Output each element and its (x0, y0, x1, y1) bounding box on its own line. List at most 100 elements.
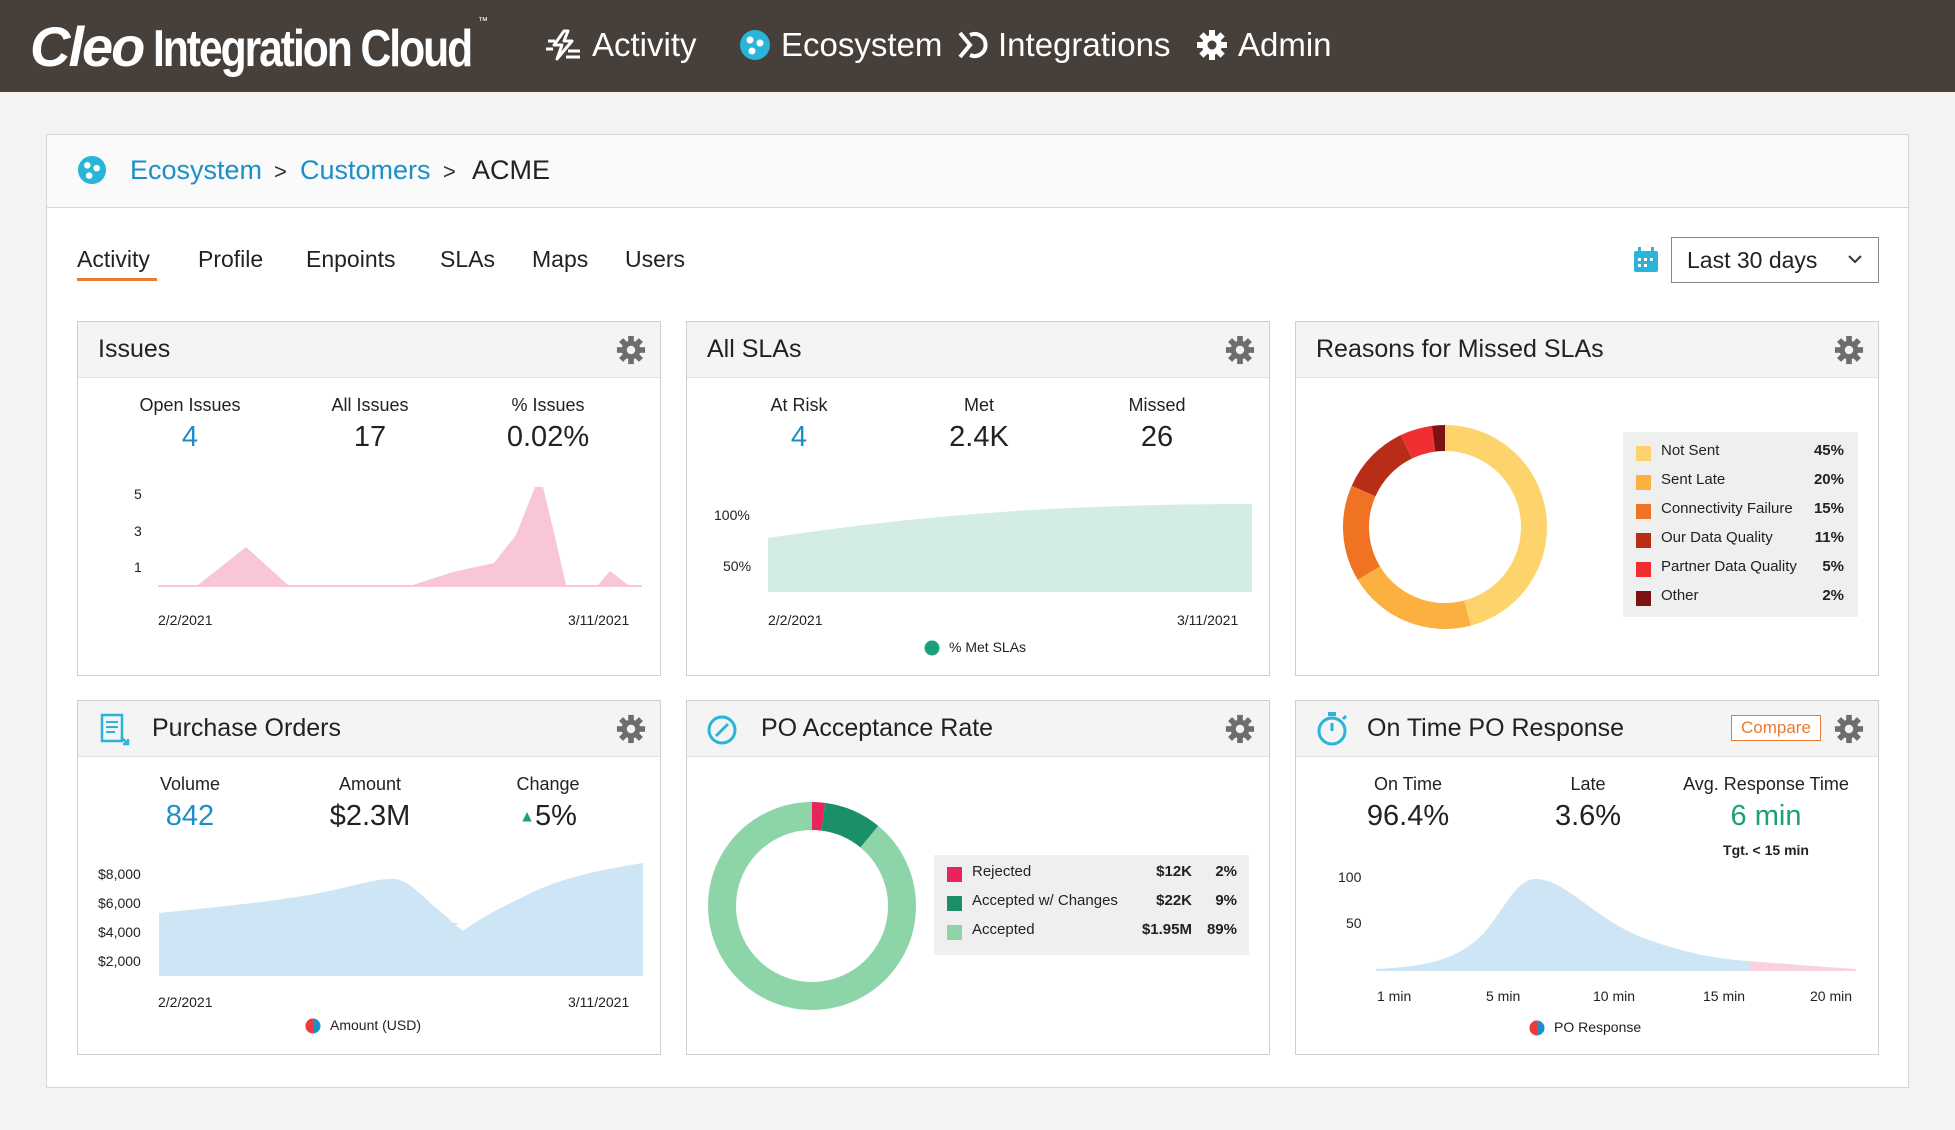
y-tick: $2,000 (98, 953, 141, 969)
gear-icon (1197, 30, 1227, 60)
legend-amount: $1.95M (1141, 921, 1192, 938)
tab-slas[interactable]: SLAs (440, 246, 495, 272)
legend-percent: 15% (1813, 500, 1844, 517)
tab-maps[interactable]: Maps (532, 246, 589, 272)
nav-item-integrations[interactable]: Integrations (956, 20, 1170, 70)
gear-icon[interactable] (1225, 714, 1255, 744)
legend-swatch (947, 925, 962, 940)
metric-label: Change (516, 774, 580, 794)
metric-value: 26 (1140, 421, 1174, 453)
all-slas-card: All SLAs At Risk 4 Met 2.4K Missed 26 10… (686, 321, 1270, 676)
card-title: On Time PO Response (1367, 714, 1625, 742)
x-tick: 20 min (1810, 988, 1853, 1004)
on-time-po-card: On Time PO Response Compare On Time 96.4… (1295, 700, 1879, 1055)
legend-label: Partner Data Quality (1661, 558, 1797, 575)
donut-slice-accepted-w-changes[interactable] (821, 802, 879, 848)
nav-label-activity: Activity (592, 26, 697, 63)
legend-row[interactable]: Rejected $12K 2% (947, 863, 1237, 885)
donut-slice-not-sent[interactable] (1444, 425, 1547, 626)
legend-row[interactable]: Our Data Quality 11% (1636, 529, 1844, 551)
brand-part2: Integration Cloud (153, 20, 473, 78)
metric-value: $2.3M (329, 800, 411, 832)
card-title: Reasons for Missed SLAs (1316, 335, 1604, 363)
tab-users[interactable]: Users (625, 246, 686, 272)
nav-item-activity[interactable]: Activity (546, 20, 697, 70)
gear-icon[interactable] (616, 714, 646, 744)
legend-swatch (1636, 591, 1651, 606)
gear-icon[interactable] (616, 335, 646, 365)
y-tick: 100% (714, 507, 750, 523)
metric-value[interactable]: 4 (790, 421, 808, 453)
gear-icon[interactable] (1834, 335, 1864, 365)
brand-trademark: ™ (478, 16, 488, 27)
po-acceptance-card: PO Acceptance Rate Rejected $12K 2% Accepte… (686, 700, 1270, 1055)
response-time-area-chart (1376, 879, 1856, 971)
compare-button[interactable]: Compare (1731, 715, 1821, 741)
legend-label: % Met SLAs (949, 639, 1027, 655)
tab-profile[interactable]: Profile (198, 246, 264, 272)
card-title: PO Acceptance Rate (761, 714, 994, 742)
x-tick: 3/11/2021 (568, 994, 630, 1010)
missed-slas-legend: Not Sent 45% Sent Late 20% Connectivity Fail… (1623, 432, 1858, 617)
brand-part1: Cleo (30, 15, 145, 78)
y-tick: $4,000 (98, 924, 141, 940)
y-tick: 50 (1346, 915, 1362, 931)
chevron-down-icon (1848, 255, 1862, 264)
legend-swatch (1636, 504, 1651, 519)
donut-slice-other[interactable] (1431, 425, 1446, 452)
card-header: Reasons for Missed SLAs (1296, 322, 1878, 378)
calendar-icon[interactable] (1632, 246, 1660, 274)
breadcrumb-ecosystem[interactable]: Ecosystem (130, 155, 263, 185)
card-title: All SLAs (707, 335, 802, 363)
legend-percent: 20% (1813, 471, 1844, 488)
nav-label-integrations: Integrations (998, 26, 1171, 63)
legend-label: Our Data Quality (1661, 529, 1773, 546)
legend-row[interactable]: Accepted w/ Changes $22K 9% (947, 892, 1237, 914)
breadcrumb-separator-icon: > (274, 159, 287, 184)
missed-slas-card: Reasons for Missed SLAs Not Sent 45% Sent … (1295, 321, 1879, 676)
gear-icon[interactable] (1834, 714, 1864, 744)
date-range-value: Last 30 days (1687, 247, 1818, 273)
metric-label: On Time (1373, 774, 1443, 794)
y-tick: 100 (1338, 869, 1362, 885)
metric-value: 6 min (1730, 800, 1802, 832)
donut-slice-partner-data-quality[interactable] (1400, 425, 1436, 459)
nav-item-ecosystem[interactable]: Ecosystem (739, 20, 942, 70)
nav-item-admin[interactable]: Admin (1196, 20, 1332, 70)
legend-dot-icon (305, 1018, 321, 1034)
legend-label: Accepted w/ Changes (972, 892, 1118, 909)
legend-percent: 45% (1813, 442, 1844, 459)
donut-slice-connectivity-failure[interactable] (1343, 485, 1381, 580)
metric-label: All Issues (331, 395, 409, 415)
y-tick: 5 (134, 486, 142, 502)
x-tick: 2/2/2021 (158, 994, 213, 1010)
x-tick: 3/11/2021 (1177, 612, 1239, 628)
metric-value[interactable]: 842 (165, 800, 215, 832)
donut-slice-rejected[interactable] (811, 802, 826, 831)
tab-endpoints[interactable]: Enpoints (306, 246, 396, 272)
legend-swatch (1636, 475, 1651, 490)
donut-slice-accepted[interactable] (708, 802, 916, 1010)
legend-percent: 9% (1215, 892, 1237, 909)
donut-slice-our-data-quality[interactable] (1351, 435, 1413, 497)
donut-slice-sent-late[interactable] (1357, 566, 1471, 629)
date-range-select[interactable]: Last 30 days (1671, 237, 1879, 283)
legend-row[interactable]: Sent Late 20% (1636, 471, 1844, 493)
gear-icon[interactable] (1225, 335, 1255, 365)
brand-logo[interactable]: Cleo Integration Cloud ™ (30, 14, 541, 78)
metric-value: 3.6% (1554, 800, 1622, 832)
legend-row[interactable]: Partner Data Quality 5% (1636, 558, 1844, 580)
legend-row[interactable]: Other 2% (1636, 587, 1844, 609)
tab-activity[interactable]: Activity (77, 246, 150, 272)
breadcrumb-current: ACME (472, 155, 551, 185)
metric-value[interactable]: 4 (181, 421, 199, 453)
legend-row[interactable]: Connectivity Failure 15% (1636, 500, 1844, 522)
legend-label: Rejected (972, 863, 1032, 880)
up-arrow-icon: ▲ (519, 808, 535, 826)
breadcrumb-customers[interactable]: Customers (300, 155, 431, 185)
legend-row[interactable]: Not Sent 45% (1636, 442, 1844, 464)
card-title: Purchase Orders (152, 714, 341, 742)
card-header: On Time PO Response Compare (1296, 701, 1878, 757)
issues-card: Issues Open Issues 4 All Issues 17 % Iss… (77, 321, 661, 676)
legend-row[interactable]: Accepted $1.95M 89% (947, 921, 1237, 943)
